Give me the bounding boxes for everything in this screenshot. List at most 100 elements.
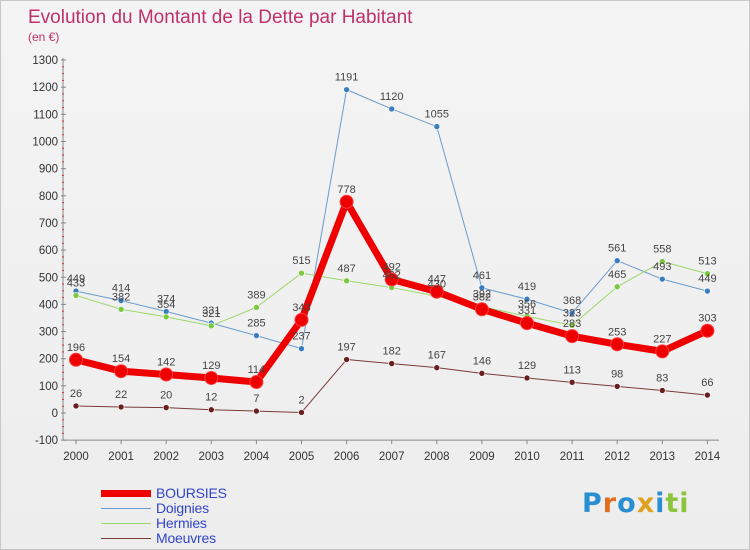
data-label-boursies: 196 bbox=[67, 342, 85, 354]
data-label-moeuvres: 197 bbox=[337, 342, 355, 354]
data-label-doignies: 285 bbox=[247, 318, 265, 330]
data-point-boursies bbox=[114, 364, 129, 379]
y-minor-tick bbox=[62, 419, 64, 421]
data-point-boursies bbox=[249, 375, 264, 390]
data-label-hermies: 430 bbox=[428, 278, 446, 290]
data-point-hermies bbox=[568, 322, 576, 329]
y-minor-tick bbox=[62, 93, 64, 95]
y-minor-tick bbox=[62, 392, 64, 394]
data-label-boursies: 142 bbox=[157, 356, 175, 368]
data-point-boursies bbox=[700, 323, 715, 338]
data-point-doignies bbox=[568, 309, 576, 317]
data-label-boursies: 283 bbox=[563, 318, 581, 330]
data-label-moeuvres: 20 bbox=[160, 390, 172, 402]
y-minor-tick bbox=[62, 283, 64, 285]
logo-letter: r bbox=[602, 488, 618, 519]
data-label-boursies: 492 bbox=[383, 261, 401, 273]
data-label-hermies: 433 bbox=[67, 277, 85, 289]
x-tick-label: 2000 bbox=[63, 451, 89, 463]
legend-label: Hermies bbox=[156, 515, 207, 531]
data-point-hermies bbox=[72, 292, 80, 299]
logo-letter: P bbox=[582, 488, 603, 519]
x-tick-label: 2001 bbox=[108, 451, 134, 463]
data-label-boursies: 129 bbox=[202, 360, 220, 372]
data-label-hermies: 465 bbox=[608, 269, 626, 281]
y-minor-tick bbox=[62, 337, 64, 339]
x-tick-label: 2014 bbox=[695, 451, 721, 463]
data-label-moeuvres: 146 bbox=[473, 355, 491, 367]
data-label-hermies: 462 bbox=[383, 270, 401, 282]
y-minor-tick bbox=[62, 66, 64, 68]
y-tick-label: 1200 bbox=[32, 82, 58, 94]
data-point-boursies bbox=[339, 194, 354, 209]
y-minor-tick bbox=[62, 242, 64, 244]
y-minor-tick bbox=[62, 79, 64, 81]
y-minor-tick bbox=[62, 405, 64, 407]
data-label-doignies: 1191 bbox=[335, 72, 359, 84]
data-point-doignies bbox=[343, 86, 350, 93]
x-tick-label: 2010 bbox=[514, 451, 540, 463]
legend-label: BOURSIES bbox=[156, 485, 227, 501]
legend-item-boursies: BOURSIES bbox=[101, 485, 281, 501]
data-point-hermies bbox=[613, 283, 621, 291]
data-point-boursies bbox=[204, 370, 219, 385]
data-label-doignies: 374 bbox=[157, 293, 175, 305]
data-point-boursies bbox=[384, 272, 399, 287]
data-label-hermies: 382 bbox=[112, 291, 130, 303]
data-point-moeuvres bbox=[298, 409, 305, 416]
data-label-moeuvres: 26 bbox=[70, 388, 82, 400]
data-label-hermies: 515 bbox=[292, 255, 310, 267]
chart-subtitle: (en €) bbox=[28, 30, 60, 44]
data-label-moeuvres: 182 bbox=[383, 346, 401, 358]
data-label-boursies: 343 bbox=[292, 302, 310, 314]
legend-swatch bbox=[101, 538, 151, 539]
y-minor-tick bbox=[62, 120, 64, 122]
x-tick-label: 2009 bbox=[469, 451, 495, 463]
data-label-moeuvres: 98 bbox=[611, 368, 623, 380]
data-point-doignies bbox=[613, 257, 621, 264]
data-label-doignies: 419 bbox=[518, 281, 536, 293]
legend-label: Doignies bbox=[156, 500, 209, 516]
data-point-moeuvres bbox=[568, 379, 576, 386]
data-point-doignies bbox=[704, 287, 711, 295]
y-minor-tick bbox=[62, 426, 64, 428]
chart-title: Evolution du Montant de la Dette par Hab… bbox=[28, 7, 413, 28]
data-point-moeuvres bbox=[433, 364, 441, 371]
data-label-boursies: 154 bbox=[112, 353, 130, 365]
data-label-hermies: 392 bbox=[473, 289, 491, 301]
y-minor-tick bbox=[62, 154, 64, 156]
logo-letter: i bbox=[679, 488, 690, 519]
data-label-boursies: 227 bbox=[653, 333, 671, 345]
data-label-hermies: 487 bbox=[337, 263, 355, 275]
legend-item-hermies: Hermies bbox=[101, 515, 281, 531]
y-minor-tick bbox=[62, 263, 64, 265]
data-label-moeuvres: 12 bbox=[205, 392, 217, 404]
y-tick-label: 100 bbox=[39, 381, 58, 393]
data-label-boursies: 303 bbox=[698, 313, 716, 325]
y-tick-label: 1100 bbox=[33, 109, 58, 121]
data-label-moeuvres: 83 bbox=[656, 372, 668, 384]
y-minor-tick bbox=[62, 215, 64, 217]
y-minor-tick bbox=[62, 371, 64, 373]
y-tick-label: 800 bbox=[39, 191, 58, 203]
y-minor-tick bbox=[62, 378, 64, 380]
data-point-moeuvres bbox=[704, 391, 711, 399]
data-point-moeuvres bbox=[658, 387, 666, 394]
y-minor-tick bbox=[62, 181, 64, 183]
y-tick-label: 1000 bbox=[32, 137, 58, 149]
data-point-doignies bbox=[523, 295, 531, 303]
data-point-hermies bbox=[704, 270, 711, 278]
data-label-moeuvres: 129 bbox=[518, 360, 536, 372]
y-tick-label: 600 bbox=[39, 245, 58, 257]
y-minor-tick bbox=[62, 398, 64, 400]
legend: BOURSIES Doignies Hermies Moeuvres bbox=[101, 485, 281, 546]
data-point-doignies bbox=[117, 297, 125, 304]
data-label-moeuvres: 113 bbox=[563, 364, 581, 376]
data-label-moeuvres: 7 bbox=[253, 393, 259, 405]
y-minor-tick bbox=[62, 100, 64, 102]
y-minor-tick bbox=[62, 351, 64, 353]
data-label-doignies: 331 bbox=[202, 305, 220, 317]
y-minor-tick bbox=[62, 256, 64, 258]
y-minor-tick bbox=[62, 297, 64, 299]
